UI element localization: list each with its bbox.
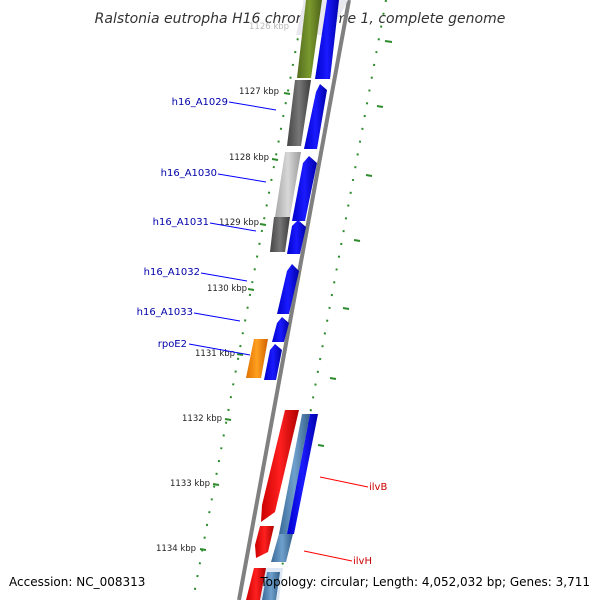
backbone-line xyxy=(237,0,351,600)
gene-label-ilvh[interactable]: ilvH xyxy=(353,556,372,567)
ruler-ticks xyxy=(199,92,291,551)
cog-block-orange xyxy=(246,339,268,378)
ruler-label-1131: 1131 kbp xyxy=(195,349,235,359)
cog-block-dark-gray xyxy=(287,80,311,146)
gene-leader-lines xyxy=(188,101,369,562)
gene-label-h16-a1030[interactable]: h16_A1030 xyxy=(161,168,217,179)
gc-skew-dashes xyxy=(317,40,393,447)
cds-arrow xyxy=(287,220,306,254)
ruler-label-1127: 1127 kbp xyxy=(239,87,279,97)
ruler-labels: 1126 kbp 1127 kbp 1128 kbp 1129 kbp 1130… xyxy=(156,22,289,554)
ruler-label-1126: 1126 kbp xyxy=(249,22,289,32)
cds-arrow-steelblue xyxy=(271,534,293,562)
gene-label-h16-a1029[interactable]: h16_A1029 xyxy=(172,97,228,108)
gene-label-rpoe2[interactable]: rpoE2 xyxy=(158,339,187,350)
cog-block-red xyxy=(261,410,299,522)
cds-arrow xyxy=(272,317,289,342)
accession-text: Accession: NC_008313 xyxy=(9,575,145,589)
ruler-label-1133: 1133 kbp xyxy=(170,479,210,489)
gene-label-h16-a1032[interactable]: h16_A1032 xyxy=(144,267,200,278)
ruler-label-1134: 1134 kbp xyxy=(156,544,196,554)
gene-label-h16-a1033[interactable]: h16_A1033 xyxy=(137,307,193,318)
cds-arrow xyxy=(277,264,299,314)
cog-block-dark-gray xyxy=(270,217,290,252)
cds-arrow xyxy=(287,414,318,534)
ruler-track xyxy=(192,0,306,600)
gene-label-ilvb[interactable]: ilvB xyxy=(369,482,387,493)
cog-block-light-gray xyxy=(275,152,301,217)
ruler-label-1130: 1130 kbp xyxy=(207,284,247,294)
cds-arrow xyxy=(315,0,339,79)
cds-features xyxy=(262,0,339,600)
cog-block-red xyxy=(246,568,266,600)
cds-arrow xyxy=(264,344,282,380)
ruler-label-1128: 1128 kbp xyxy=(229,153,269,163)
ruler-label-1132: 1132 kbp xyxy=(182,414,222,424)
gene-labels: h16_A1029 h16_A1030 h16_A1031 h16_A1032 … xyxy=(137,97,388,567)
cog-block-green xyxy=(297,0,322,78)
cog-block-red xyxy=(255,526,274,558)
ruler-label-1129: 1129 kbp xyxy=(219,218,259,228)
topology-text: Topology: circular; Length: 4,052,032 bp… xyxy=(259,575,590,589)
cds-arrow-steelblue xyxy=(279,414,310,534)
gene-label-h16-a1031[interactable]: h16_A1031 xyxy=(153,217,209,228)
cds-arrow xyxy=(292,156,317,221)
cds-arrow xyxy=(304,84,327,149)
cog-features xyxy=(246,0,322,600)
cds-arrow-steelblue xyxy=(262,572,280,600)
